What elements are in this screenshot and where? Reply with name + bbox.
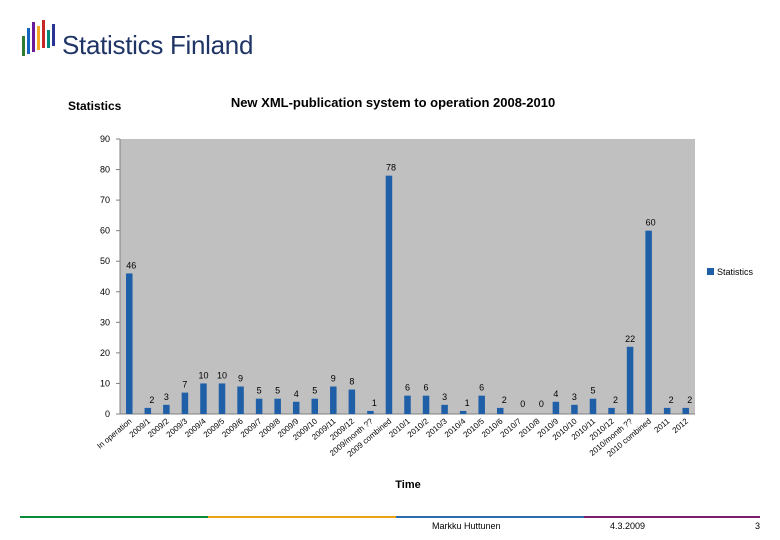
data-label: 6 bbox=[479, 383, 484, 393]
bar bbox=[274, 398, 281, 414]
data-label: 0 bbox=[520, 399, 525, 409]
bar bbox=[181, 392, 189, 414]
bar bbox=[200, 383, 207, 414]
bar bbox=[496, 407, 504, 414]
bar bbox=[459, 410, 467, 414]
data-label: 2 bbox=[669, 395, 674, 405]
y-tick-label: 50 bbox=[100, 256, 110, 266]
footer-rule-purple bbox=[584, 516, 760, 518]
bar bbox=[126, 273, 133, 414]
y-tick-label: 0 bbox=[105, 409, 110, 419]
data-label: 2 bbox=[687, 395, 692, 405]
footer-date: 4.3.2009 bbox=[610, 521, 646, 531]
bar bbox=[571, 404, 578, 414]
bar bbox=[255, 398, 263, 414]
bar bbox=[330, 386, 337, 414]
bar bbox=[552, 401, 560, 414]
data-label: 0 bbox=[539, 399, 544, 409]
data-label: 9 bbox=[331, 374, 336, 384]
data-label: 5 bbox=[312, 386, 317, 396]
y-tick-label: 40 bbox=[100, 287, 110, 297]
bar bbox=[645, 230, 652, 414]
bar bbox=[682, 407, 689, 414]
y-tick-label: 30 bbox=[100, 317, 110, 327]
data-label: 60 bbox=[646, 218, 656, 228]
brand-name: Statistics Finland bbox=[62, 30, 254, 60]
data-label: 46 bbox=[126, 260, 136, 270]
legend-swatch bbox=[707, 268, 714, 275]
statistics-finland-logo-icon bbox=[22, 20, 55, 56]
y-tick-label: 60 bbox=[100, 226, 110, 236]
bar bbox=[385, 175, 393, 414]
data-label: 1 bbox=[465, 398, 470, 408]
footer-rule-blue bbox=[396, 516, 584, 518]
bar bbox=[218, 383, 226, 414]
data-label: 2 bbox=[149, 395, 154, 405]
data-label: 78 bbox=[386, 163, 396, 173]
bar bbox=[237, 386, 244, 414]
data-label: 4 bbox=[294, 389, 299, 399]
data-label: 2 bbox=[613, 395, 618, 405]
bar-chart: New XML-publication system to operation … bbox=[95, 95, 754, 491]
bar bbox=[404, 395, 411, 414]
x-axis-label: Time bbox=[395, 479, 420, 491]
data-label: 6 bbox=[424, 383, 429, 393]
data-label: 3 bbox=[442, 392, 447, 402]
bar bbox=[311, 398, 319, 414]
data-label: 2 bbox=[502, 395, 507, 405]
data-label: 22 bbox=[625, 334, 635, 344]
slide-label: Statistics bbox=[68, 99, 122, 113]
bar bbox=[589, 398, 597, 414]
data-label: 6 bbox=[405, 383, 410, 393]
plot-area bbox=[120, 139, 695, 414]
legend-label: Statistics bbox=[717, 267, 754, 277]
data-label: 5 bbox=[257, 386, 262, 396]
footer-rule-green bbox=[20, 516, 208, 518]
chart-title: New XML-publication system to operation … bbox=[231, 95, 555, 110]
bar bbox=[663, 407, 671, 414]
x-tick-label: 2012 bbox=[671, 416, 691, 435]
y-tick-label: 20 bbox=[100, 348, 110, 358]
data-label: 1 bbox=[372, 398, 377, 408]
data-label: 5 bbox=[275, 386, 280, 396]
footer-author: Markku Huttunen bbox=[432, 521, 501, 531]
bar bbox=[163, 404, 170, 414]
data-label: 7 bbox=[182, 380, 187, 390]
data-label: 9 bbox=[238, 374, 243, 384]
y-tick-label: 90 bbox=[100, 134, 110, 144]
bar bbox=[348, 389, 356, 414]
y-tick-label: 70 bbox=[100, 195, 110, 205]
bar bbox=[292, 401, 300, 414]
data-label: 3 bbox=[572, 392, 577, 402]
footer-rule-yellow bbox=[208, 516, 396, 518]
data-label: 10 bbox=[217, 370, 227, 380]
bar bbox=[478, 395, 485, 414]
chart-legend: Statistics bbox=[707, 267, 754, 277]
bar bbox=[626, 346, 634, 414]
data-label: 8 bbox=[349, 377, 354, 387]
x-tick-label: 2011 bbox=[652, 416, 671, 434]
data-label: 4 bbox=[553, 389, 558, 399]
bar bbox=[144, 407, 152, 414]
data-label: 3 bbox=[164, 392, 169, 402]
bar bbox=[422, 395, 430, 414]
bar bbox=[441, 404, 448, 414]
bar bbox=[367, 410, 374, 414]
data-label: 10 bbox=[198, 370, 208, 380]
bar bbox=[608, 407, 615, 414]
y-tick-label: 10 bbox=[100, 378, 110, 388]
y-tick-label: 80 bbox=[100, 165, 110, 175]
footer-page-number: 3 bbox=[755, 521, 761, 531]
data-label: 5 bbox=[590, 386, 595, 396]
